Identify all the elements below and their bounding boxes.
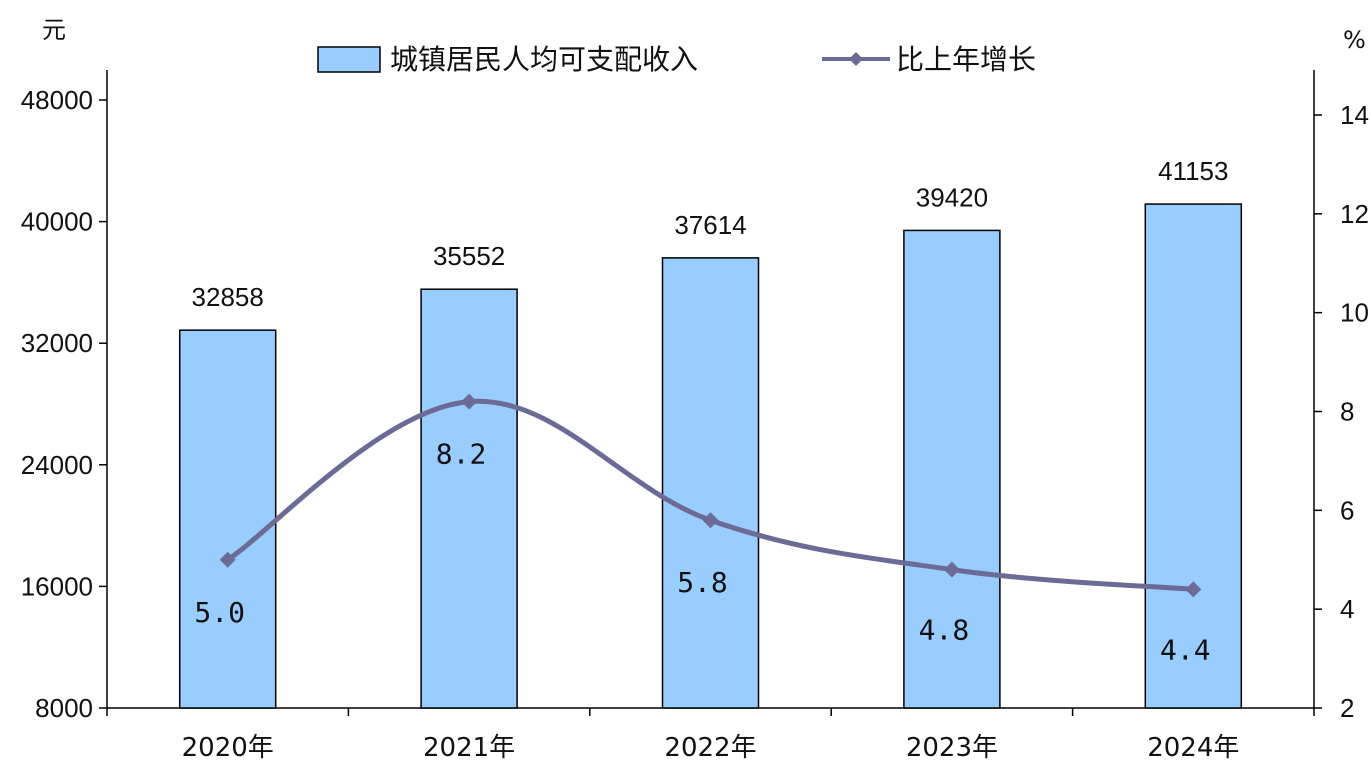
right-tick-label: 6	[1340, 495, 1354, 525]
growth-point	[219, 551, 236, 568]
left-axis-ticks: 8000 16000 24000 32000 40000 48000	[21, 85, 107, 723]
x-tick-label: 2020年	[182, 733, 274, 763]
right-tick-label: 2	[1340, 693, 1354, 723]
bar-value-label: 37614	[674, 210, 746, 240]
bar-value-label: 41153	[1158, 156, 1228, 186]
x-tick-label: 2022年	[664, 733, 756, 763]
legend: 城镇居民人均可支配收入 比上年增长	[317, 43, 1036, 76]
left-tick-label: 40000	[21, 207, 93, 237]
bar	[903, 229, 1001, 709]
growth-point	[461, 393, 478, 410]
bar-series	[178, 203, 1243, 709]
growth-value-label: 8.2	[436, 438, 487, 471]
right-tick-label: 14	[1340, 100, 1369, 130]
legend-label-bar: 城镇居民人均可支配收入	[390, 43, 698, 76]
growth-value-label: 4.4	[1160, 633, 1211, 666]
x-axis-ticks: 2020年 2021年 2022年 2023年 2024年	[106, 708, 1315, 763]
growth-line	[226, 398, 1194, 592]
bar-value-labels: 32858 35552 37614 39420 41153	[192, 156, 1229, 312]
legend-swatch-marker	[849, 52, 863, 66]
bar-value-label: 35552	[433, 241, 505, 271]
bar-value-label: 39420	[916, 182, 988, 212]
left-tick-label: 24000	[21, 450, 93, 480]
legend-swatch-bar	[317, 46, 381, 73]
left-tick-label: 48000	[21, 85, 93, 115]
right-tick-label: 10	[1340, 298, 1369, 328]
left-axis-unit: 元	[42, 16, 66, 44]
legend-label-line: 比上年增长	[896, 43, 1036, 76]
bar	[1144, 203, 1243, 709]
growth-value-label: 5.0	[194, 596, 245, 629]
left-tick-label: 32000	[21, 328, 93, 358]
bar	[420, 288, 518, 709]
bar-value-label: 32858	[192, 282, 264, 312]
right-axis-ticks: 2 4 6 8 10 12 14	[1314, 100, 1369, 723]
left-tick-label: 16000	[21, 571, 93, 601]
x-tick-label: 2023年	[906, 733, 998, 763]
x-tick-label: 2021年	[423, 733, 515, 763]
bar	[178, 329, 277, 709]
right-tick-label: 12	[1340, 199, 1369, 229]
growth-value-label: 4.8	[919, 614, 970, 647]
right-tick-label: 4	[1340, 594, 1354, 624]
growth-value-labels: 5.0 8.2 5.8 4.8 4.4	[194, 438, 1210, 667]
growth-point	[943, 561, 960, 578]
growth-point	[702, 512, 719, 529]
bar	[661, 257, 760, 709]
right-tick-label: 8	[1340, 397, 1354, 427]
growth-point	[1185, 581, 1202, 598]
growth-line-series	[219, 393, 1202, 598]
left-tick-label: 8000	[35, 693, 93, 723]
right-axis-unit: %	[1343, 26, 1366, 54]
growth-value-label: 5.8	[677, 566, 728, 599]
x-tick-label: 2024年	[1147, 733, 1239, 763]
